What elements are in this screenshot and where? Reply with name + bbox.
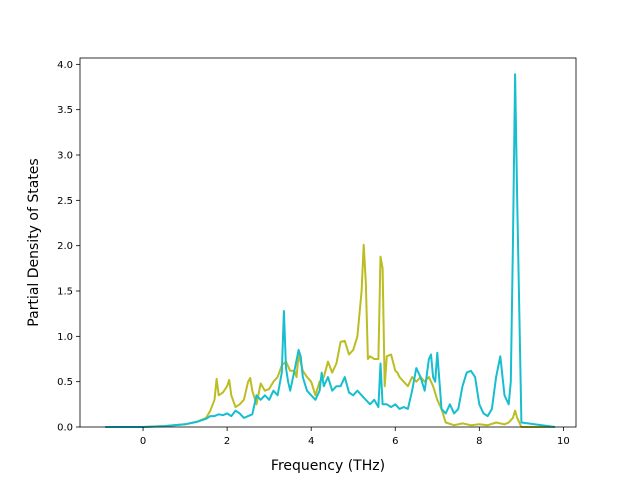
y-tick-label: 0.0 (57, 423, 73, 434)
x-tick-label: 6 (392, 436, 398, 447)
y-tick-label: 2.0 (57, 241, 73, 252)
y-tick-label: 3.0 (57, 151, 73, 162)
y-axis-label: Partial Density of States (26, 158, 42, 326)
y-tick-label: 1.0 (57, 332, 73, 343)
x-axis-label: Frequency (THz) (271, 458, 385, 474)
plot-frame (79, 57, 577, 428)
y-tick-label: 4.0 (57, 60, 73, 71)
y-tick-label: 2.5 (57, 196, 73, 207)
x-axis-ticks: 0 2 4 6 8 10 (140, 427, 570, 447)
x-tick-label: 10 (557, 436, 570, 447)
y-tick-label: 0.5 (57, 377, 73, 388)
x-tick-label: 8 (476, 436, 482, 447)
y-tick-label: 1.5 (57, 287, 73, 298)
series-line-2 (105, 73, 556, 428)
series-layer (105, 73, 556, 428)
x-tick-label: 2 (224, 436, 230, 447)
x-tick-label: 0 (140, 436, 146, 447)
y-axis-ticks: 0.0 0.5 1.0 1.5 2.0 2.5 3.0 3.5 4.0 (57, 60, 80, 434)
y-tick-label: 3.5 (57, 105, 73, 116)
x-tick-label: 4 (308, 436, 314, 447)
